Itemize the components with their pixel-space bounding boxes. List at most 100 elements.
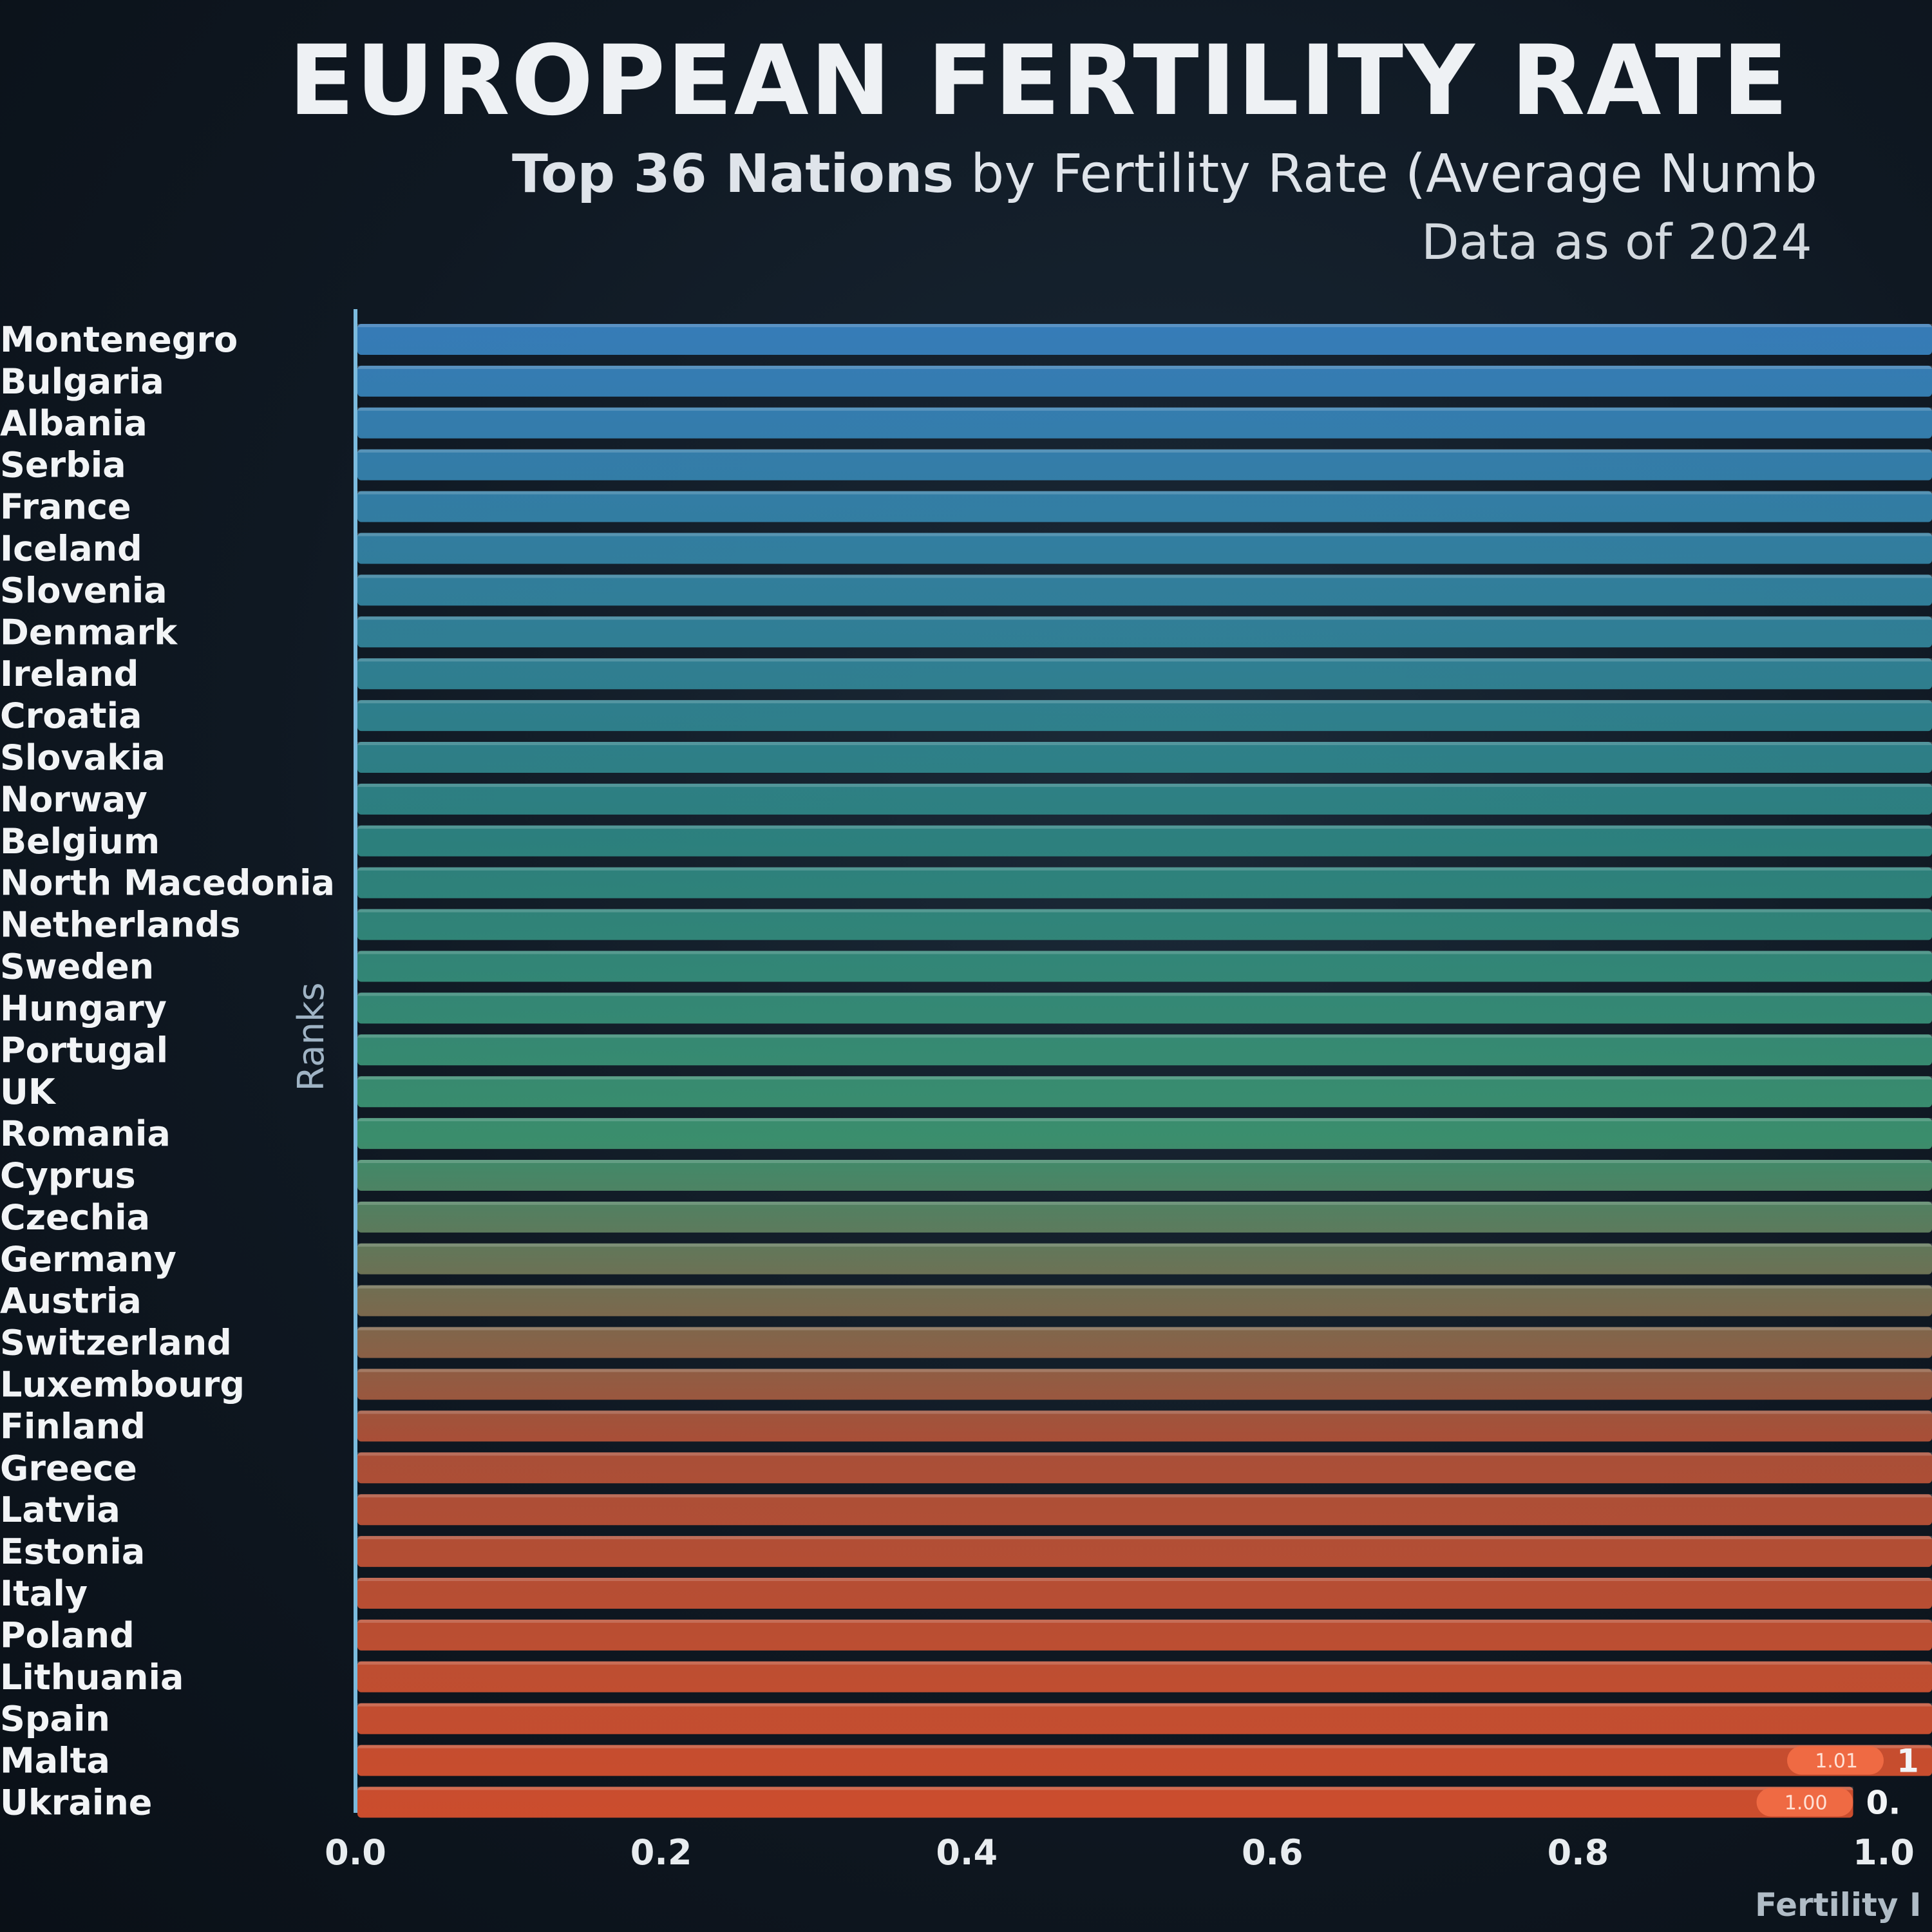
country-label-albania: Albania	[0, 403, 147, 444]
bar-highlight-finland	[357, 1410, 1932, 1414]
bar-highlight-uk	[357, 1076, 1932, 1080]
x-tick-0-6: 0.6	[1242, 1832, 1303, 1873]
bar-cap-malta	[1787, 1746, 1884, 1775]
country-label-latvia: Latvia	[0, 1490, 120, 1530]
bar-highlight-belgium	[357, 825, 1932, 829]
bar-highlight-greece	[357, 1452, 1932, 1456]
bar-highlight-ireland	[357, 658, 1932, 662]
bar-bulgaria	[357, 365, 1932, 397]
bar-north-macedonia	[357, 867, 1932, 898]
bar-belgium	[357, 825, 1932, 857]
country-label-malta: Malta	[0, 1741, 110, 1781]
country-label-uk: UK	[0, 1072, 57, 1112]
bar-highlight-albania	[357, 407, 1932, 411]
chart-subtitle: Top 36 Nations by Fertility Rate (Averag…	[512, 143, 1817, 206]
bar-highlight-iceland	[357, 533, 1932, 536]
bar-germany	[357, 1243, 1932, 1274]
country-label-denmark: Denmark	[0, 612, 178, 652]
country-label-iceland: Iceland	[0, 529, 142, 569]
bar-romania	[357, 1118, 1932, 1150]
country-label-sweden: Sweden	[0, 947, 154, 987]
country-label-slovakia: Slovakia	[0, 737, 166, 778]
bar-value-label-ukraine: 0.	[1866, 1785, 1901, 1822]
bar-highlight-hungary	[357, 992, 1932, 996]
bar-lithuania	[357, 1661, 1932, 1692]
bar-highlight-cyprus	[357, 1160, 1932, 1163]
subtitle-bold: Top 36 Nations	[512, 144, 954, 205]
bar-spain	[357, 1703, 1932, 1734]
bar-malta	[357, 1745, 1932, 1776]
bars-group	[357, 324, 1932, 1818]
country-label-estonia: Estonia	[0, 1531, 145, 1572]
bar-greece	[357, 1452, 1932, 1484]
bar-czechia	[357, 1201, 1932, 1233]
bar-highlight-estonia	[357, 1536, 1932, 1540]
bar-highlight-austria	[357, 1285, 1932, 1289]
y-axis-title: Ranks	[290, 982, 332, 1091]
bar-uk	[357, 1076, 1932, 1108]
bar-poland	[357, 1619, 1932, 1651]
bar-highlight-north-macedonia	[357, 867, 1932, 871]
country-label-france: France	[0, 487, 131, 527]
country-label-north-macedonia: North Macedonia	[0, 863, 335, 904]
bar-ukraine	[357, 1786, 1853, 1818]
country-label-ukraine: Ukraine	[0, 1783, 152, 1823]
bar-highlight-portugal	[357, 1034, 1932, 1038]
country-label-bulgaria: Bulgaria	[0, 361, 164, 402]
bar-highlight-sweden	[357, 951, 1932, 954]
bar-finland	[357, 1410, 1932, 1442]
bar-denmark	[357, 616, 1932, 648]
country-label-switzerland: Switzerland	[0, 1323, 232, 1363]
bar-netherlands	[357, 909, 1932, 940]
bar-highlight-malta	[357, 1745, 1932, 1748]
country-label-netherlands: Netherlands	[0, 905, 241, 945]
country-label-cyprus: Cyprus	[0, 1155, 136, 1196]
bar-france	[357, 491, 1932, 522]
x-tick-0-2: 0.2	[630, 1832, 692, 1873]
country-label-norway: Norway	[0, 779, 147, 820]
country-label-ireland: Ireland	[0, 654, 138, 694]
bar-austria	[357, 1285, 1932, 1316]
bar-highlight-switzerland	[357, 1327, 1932, 1331]
bar-latvia	[357, 1494, 1932, 1526]
country-label-poland: Poland	[0, 1615, 135, 1656]
chart-title: EUROPEAN FERTILITY RATE	[289, 25, 1790, 137]
bar-montenegro	[357, 324, 1932, 355]
country-label-croatia: Croatia	[0, 696, 142, 736]
bar-slovenia	[357, 574, 1932, 606]
bar-highlight-lithuania	[357, 1661, 1932, 1665]
bar-switzerland	[357, 1327, 1932, 1358]
x-tick-1-0: 1.0	[1853, 1832, 1915, 1873]
country-label-hungary: Hungary	[0, 988, 167, 1028]
country-label-greece: Greece	[0, 1448, 137, 1488]
bar-sweden	[357, 951, 1932, 982]
bar-highlight-czechia	[357, 1201, 1932, 1205]
bar-highlight-bulgaria	[357, 365, 1932, 369]
bar-serbia	[357, 449, 1932, 480]
country-label-belgium: Belgium	[0, 821, 160, 862]
x-tick-0-4: 0.4	[936, 1832, 998, 1873]
bar-highlight-ukraine	[357, 1786, 1853, 1790]
bar-highlight-luxembourg	[357, 1368, 1932, 1372]
bar-croatia	[357, 700, 1932, 732]
x-ticks-group: 0.0 0.2 0.4 0.6 0.8 1.0	[325, 1832, 1915, 1873]
bar-highlight-spain	[357, 1703, 1932, 1707]
bar-luxembourg	[357, 1368, 1932, 1400]
bar-hungary	[357, 992, 1932, 1024]
x-tick-0-0: 0.0	[325, 1832, 386, 1873]
bar-highlight-germany	[357, 1243, 1932, 1247]
x-tick-0-8: 0.8	[1548, 1832, 1609, 1873]
bar-highlight-latvia	[357, 1494, 1932, 1498]
bar-portugal	[357, 1034, 1932, 1066]
bar-cap-ukraine	[1756, 1788, 1853, 1817]
bar-highlight-poland	[357, 1619, 1932, 1623]
country-label-slovenia: Slovenia	[0, 570, 167, 611]
bar-italy	[357, 1578, 1932, 1609]
bar-inner-label-malta: 1.01	[1815, 1750, 1858, 1773]
bar-highlight-italy	[357, 1578, 1932, 1581]
bar-norway	[357, 783, 1932, 815]
x-axis-title: Fertility I	[1755, 1886, 1922, 1924]
bar-highlight-norway	[357, 783, 1932, 787]
bar-highlight-denmark	[357, 616, 1932, 620]
subtitle-rest: by Fertility Rate (Average Numb	[971, 144, 1817, 205]
